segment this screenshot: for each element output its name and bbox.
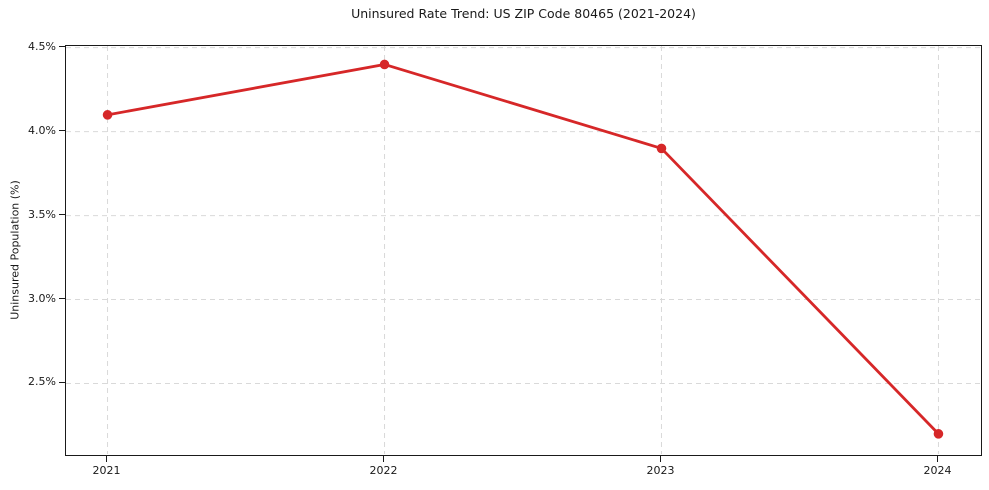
trend-line xyxy=(106,63,940,436)
x-tick-mark xyxy=(105,456,108,462)
y-tick-mark xyxy=(59,213,65,216)
data-point-2024 xyxy=(933,429,944,439)
y-tick-mark xyxy=(59,129,65,132)
plot-area xyxy=(65,45,982,456)
plot-canvas xyxy=(66,46,980,454)
x-tick-label: 2021 xyxy=(92,464,121,477)
data-point-2023 xyxy=(656,143,667,154)
x-tick-mark xyxy=(382,456,385,462)
data-point-2022 xyxy=(379,59,390,70)
y-tick-label: 4.0% xyxy=(28,123,56,137)
x-tick-mark xyxy=(659,456,662,462)
y-tick-mark xyxy=(59,297,65,300)
y-tick-label: 2.5% xyxy=(28,375,56,389)
x-tick-mark xyxy=(936,456,939,462)
y-tick-mark xyxy=(59,45,65,48)
y-tick-label: 4.5% xyxy=(28,39,56,53)
y-tick-label: 3.5% xyxy=(28,207,56,221)
y-tick-mark xyxy=(59,381,65,384)
y-tick-label: 3.0% xyxy=(28,291,56,305)
x-tick-label: 2024 xyxy=(923,464,952,477)
x-tick-label: 2023 xyxy=(646,464,675,477)
data-point-2021 xyxy=(102,110,113,120)
chart-title: Uninsured Rate Trend: US ZIP Code 80465 … xyxy=(351,6,696,21)
x-tick-label: 2022 xyxy=(369,464,398,477)
